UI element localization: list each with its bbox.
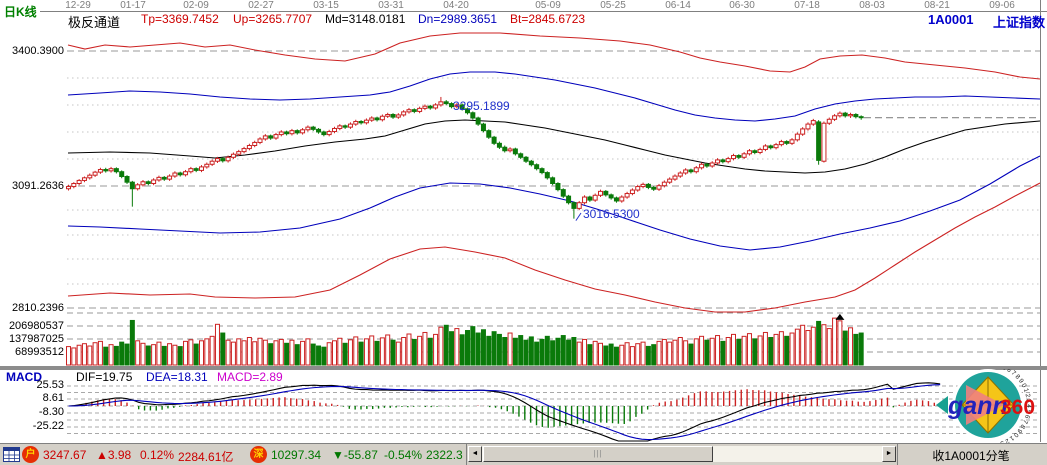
param-up: Up=3265.7707 <box>233 12 313 26</box>
date-tick: 06-30 <box>729 0 755 11</box>
sh-index-value: 3247.67 <box>43 448 87 462</box>
sh-index-amount: 2284.61亿 <box>178 450 234 464</box>
sh-index-change: ▲3.98 <box>96 448 132 462</box>
symbol-code[interactable]: 1A0001 <box>928 12 974 27</box>
param-bt: Bt=2845.6723 <box>510 12 586 26</box>
date-tick: 05-25 <box>600 0 626 11</box>
date-tick: 08-21 <box>924 0 950 11</box>
macd-dea-label: DEA=18.31 <box>146 370 208 384</box>
sh-index-pct: 0.12% <box>140 448 175 462</box>
macd-axis-label: 8.61 <box>42 392 64 404</box>
price-axis-label: 3091.2636 <box>12 180 64 192</box>
date-tick: 07-18 <box>794 0 820 11</box>
macd-value-label: MACD=2.89 <box>217 370 283 384</box>
sz-market-icon[interactable]: 深 <box>250 446 267 463</box>
date-tick: 02-09 <box>183 0 209 11</box>
param-md: Md=3148.0181 <box>325 12 406 26</box>
scroll-left-button[interactable]: ◄ <box>468 446 482 462</box>
date-tick: 12-29 <box>65 0 91 11</box>
gann360-logo: 3456789012345678901234 gann 360 <box>936 369 1035 443</box>
chart-right-border <box>1040 0 1041 442</box>
logo-arrow-icon <box>936 396 948 414</box>
param-dn: Dn=2989.3651 <box>418 12 498 26</box>
date-tick: 01-17 <box>120 0 146 11</box>
logo-text-360: 360 <box>1000 396 1035 419</box>
logo-triangle <box>966 385 1004 425</box>
date-tick: 02-27 <box>248 0 274 11</box>
logo-text-gann: gann <box>947 392 1008 420</box>
date-tick: 06-14 <box>665 0 691 11</box>
sz-index-value: 10297.34 <box>271 448 322 462</box>
macd-title[interactable]: MACD <box>6 370 42 384</box>
header-divider <box>40 11 1047 12</box>
tick-view-label[interactable]: 收1A0001分笔 <box>932 449 1010 463</box>
scroll-right-button[interactable]: ► <box>882 446 896 462</box>
quote-table-icon[interactable] <box>3 447 20 462</box>
date-tick: 05-09 <box>535 0 561 11</box>
indicator-name: 极反通道 <box>68 15 121 30</box>
period-label[interactable]: 日K线 <box>4 5 37 19</box>
pane-separator <box>0 366 1047 370</box>
macd-axis-label: -8.30 <box>38 406 64 418</box>
date-tick: 03-31 <box>378 0 404 11</box>
statusbar-divider <box>897 443 898 465</box>
date-tick: 03-15 <box>313 0 339 11</box>
low-annotation: 3016.5300 <box>583 207 640 221</box>
macd-axis-label: 25.53 <box>36 379 64 391</box>
sz-index-amount: 2322.3 <box>426 448 463 462</box>
macd-dif-label: DIF=19.75 <box>76 370 133 384</box>
statusbar-divider <box>466 443 467 465</box>
param-tp: Tp=3369.7452 <box>141 12 219 26</box>
volume-axis-label: 68993512 <box>15 346 64 358</box>
sh-market-icon[interactable]: 户 <box>22 446 39 463</box>
h-scrollbar-thumb[interactable]: ||| <box>483 446 713 462</box>
high-annotation: 3295.1899 <box>453 99 510 113</box>
macd-axis-label: -25.22 <box>32 420 64 432</box>
date-tick: 04-20 <box>443 0 469 11</box>
price-axis-label: 3400.3900 <box>12 45 64 57</box>
price-axis-label: 2810.2396 <box>12 302 64 314</box>
volume-axis-label: 206980537 <box>8 320 64 332</box>
sz-index-change: ▼-55.87 <box>332 448 378 462</box>
date-tick: 08-03 <box>859 0 885 11</box>
volume-axis-label: 137987025 <box>8 333 64 345</box>
sz-index-pct: -0.54% <box>384 448 423 462</box>
symbol-name[interactable]: 上证指数 <box>993 15 1046 30</box>
date-tick: 09-06 <box>989 0 1015 11</box>
kline-plot-area[interactable] <box>67 11 1040 366</box>
